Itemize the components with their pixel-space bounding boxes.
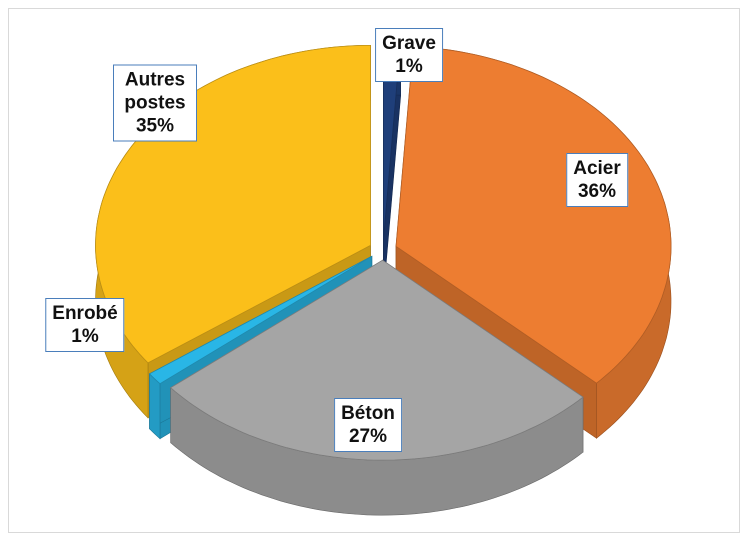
- slice: [148, 255, 373, 385]
- data-label: Acier 36%: [566, 153, 628, 207]
- frame: [8, 8, 740, 533]
- label-value: 1%: [71, 326, 99, 347]
- label-value: 35%: [135, 115, 175, 137]
- label-name: Acier: [573, 158, 621, 179]
- label-name: Enrobé: [52, 303, 118, 324]
- label-name: Grave: [382, 33, 436, 54]
- label-value: 1%: [395, 56, 423, 77]
- data-label: Béton 27%: [334, 398, 402, 452]
- data-label: Autres postes 35%: [113, 64, 197, 142]
- label-name: Autres postes: [124, 69, 186, 114]
- label-value: 27%: [348, 426, 388, 447]
- data-label: Enrobé 1%: [45, 298, 125, 352]
- data-label: Grave 1%: [375, 28, 443, 82]
- slice: [395, 46, 672, 384]
- slice-side: [149, 373, 161, 440]
- label-value: 36%: [577, 181, 617, 202]
- label-name: Béton: [341, 403, 395, 424]
- slice: [170, 259, 584, 461]
